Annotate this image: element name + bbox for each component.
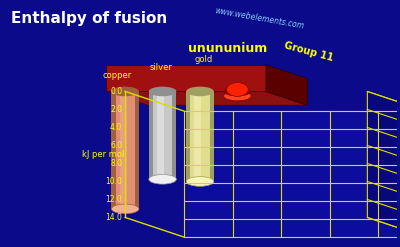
Ellipse shape — [226, 82, 248, 96]
Polygon shape — [111, 91, 116, 209]
Text: kJ per mol: kJ per mol — [82, 150, 125, 159]
Text: Enthalpy of fusion: Enthalpy of fusion — [11, 11, 167, 26]
Ellipse shape — [186, 87, 214, 96]
Polygon shape — [106, 91, 307, 105]
Text: copper: copper — [103, 71, 132, 80]
Polygon shape — [186, 91, 190, 182]
Polygon shape — [232, 91, 239, 96]
Polygon shape — [228, 91, 247, 96]
Polygon shape — [190, 91, 210, 182]
Ellipse shape — [149, 174, 176, 184]
Polygon shape — [247, 91, 251, 96]
Text: 10.0: 10.0 — [105, 177, 122, 186]
Text: 4.0: 4.0 — [110, 123, 122, 132]
Text: www.webelements.com: www.webelements.com — [214, 6, 304, 30]
Text: 0.0: 0.0 — [110, 87, 122, 96]
Bar — [106, 65, 266, 91]
Ellipse shape — [111, 87, 139, 96]
Text: Group 11: Group 11 — [283, 40, 334, 63]
Text: 8.0: 8.0 — [110, 159, 122, 168]
Text: gold: gold — [195, 55, 213, 64]
Ellipse shape — [186, 177, 214, 186]
Polygon shape — [184, 111, 400, 237]
Polygon shape — [172, 91, 176, 179]
Ellipse shape — [224, 87, 251, 96]
Polygon shape — [210, 91, 214, 182]
Polygon shape — [367, 91, 400, 237]
Ellipse shape — [224, 91, 251, 101]
Polygon shape — [116, 91, 135, 209]
Text: 14.0: 14.0 — [105, 213, 122, 222]
Text: 2.0: 2.0 — [110, 105, 122, 114]
Polygon shape — [120, 91, 126, 209]
Polygon shape — [153, 91, 172, 179]
Ellipse shape — [111, 204, 139, 214]
Polygon shape — [266, 65, 307, 105]
Text: unununium: unununium — [188, 42, 267, 55]
Polygon shape — [157, 91, 164, 179]
Text: 12.0: 12.0 — [106, 195, 122, 204]
Text: 6.0: 6.0 — [110, 141, 122, 150]
Polygon shape — [135, 91, 139, 209]
Polygon shape — [194, 91, 201, 182]
Polygon shape — [224, 91, 228, 96]
Ellipse shape — [149, 87, 176, 96]
Polygon shape — [149, 91, 153, 179]
Text: silver: silver — [149, 63, 172, 72]
